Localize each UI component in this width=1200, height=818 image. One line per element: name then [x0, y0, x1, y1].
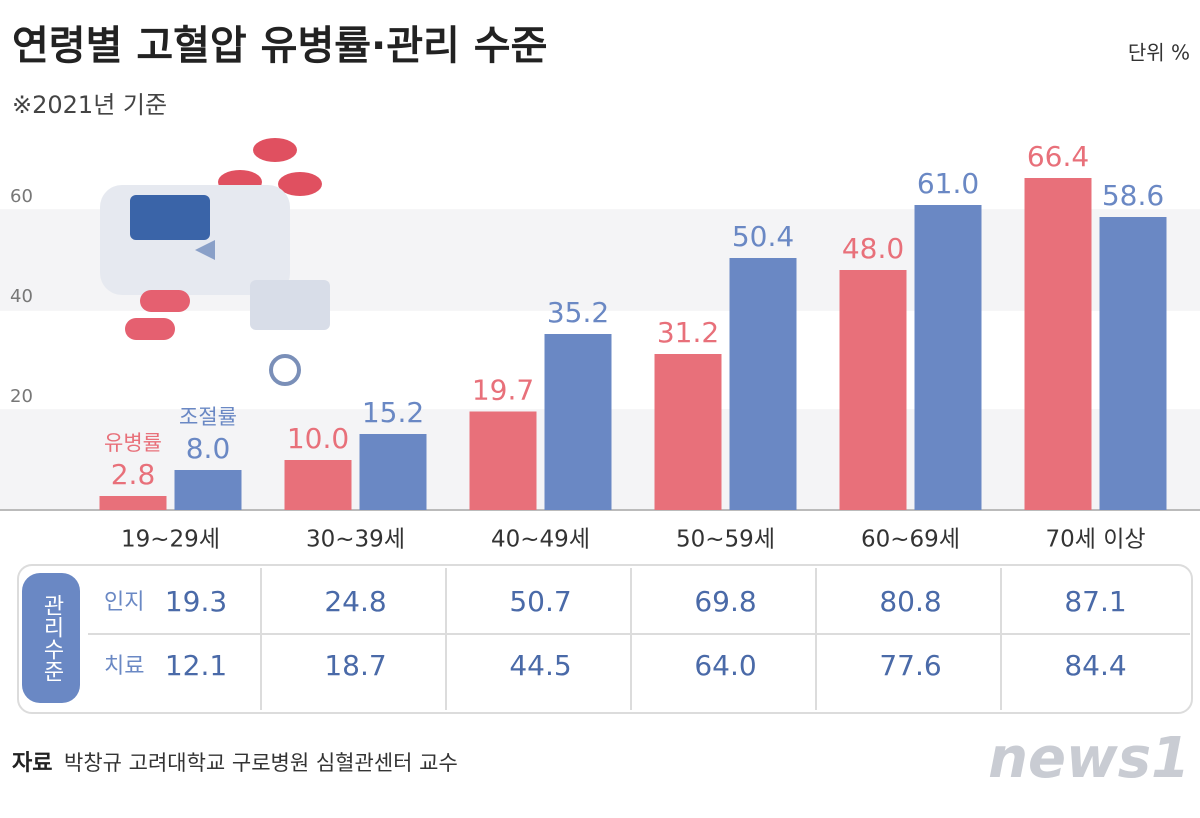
- series-name: 유병률: [104, 431, 162, 455]
- x-tick-label: 70세 이상: [1045, 527, 1145, 553]
- bar: [654, 354, 722, 510]
- bar: [1099, 217, 1167, 510]
- bar: [174, 470, 242, 510]
- bar: [544, 334, 612, 510]
- value-label: 48.0: [842, 232, 904, 265]
- value-label: 19.7: [472, 374, 534, 407]
- x-tick-label: 50~59세: [676, 527, 775, 553]
- table-cell: 44.5: [509, 649, 571, 682]
- bar: [729, 258, 797, 510]
- table-cell: 12.1: [165, 649, 227, 682]
- table-cell: 19.3: [165, 585, 227, 618]
- value-label: 2.8: [111, 458, 156, 491]
- table-cell: 69.8: [694, 585, 756, 618]
- value-label: 58.6: [1102, 179, 1164, 212]
- series-name: 조절률: [179, 405, 237, 429]
- x-tick-label: 19~29세: [121, 527, 220, 553]
- source-text: 박창규 고려대학교 구로병원 심혈관센터 교수: [64, 751, 458, 775]
- x-tick-label: 60~69세: [861, 527, 960, 553]
- value-label: 35.2: [547, 296, 609, 329]
- value-label: 50.4: [732, 220, 794, 253]
- source-label: 자료: [12, 751, 52, 776]
- subtitle: ※2021년 기준: [12, 91, 167, 119]
- value-label: 8.0: [186, 432, 231, 465]
- chart-title: 연령별 고혈압 유병률·관리 수준: [12, 23, 547, 69]
- bar: [284, 460, 352, 510]
- bar: [359, 434, 427, 510]
- value-label: 15.2: [362, 396, 424, 429]
- bar: [99, 496, 167, 510]
- bar: [839, 270, 907, 510]
- table-cell: 24.8: [324, 585, 386, 618]
- bar: [1024, 178, 1092, 510]
- x-tick-label: 30~39세: [306, 527, 405, 553]
- table-row-label: 치료: [104, 654, 144, 679]
- table-cell: 50.7: [509, 585, 571, 618]
- table-cell: 87.1: [1064, 585, 1126, 618]
- bar: [914, 205, 982, 510]
- value-label: 61.0: [917, 167, 979, 200]
- y-tick-label: 20: [10, 386, 33, 407]
- value-label: 66.4: [1027, 140, 1089, 173]
- table-cell: 64.0: [694, 649, 756, 682]
- x-tick-label: 40~49세: [491, 527, 590, 553]
- y-tick-label: 60: [10, 186, 33, 207]
- table-cell: 84.4: [1064, 649, 1126, 682]
- table-row-label: 인지: [104, 590, 144, 615]
- logo: news1: [988, 726, 1190, 791]
- illustration: [100, 138, 330, 386]
- y-tick-label: 40: [10, 286, 33, 307]
- value-label: 31.2: [657, 316, 719, 349]
- table-frame: [17, 564, 1193, 714]
- bar: [469, 411, 537, 510]
- table-cell: 18.7: [324, 649, 386, 682]
- value-label: 10.0: [287, 422, 349, 455]
- table-cell: 80.8: [879, 585, 941, 618]
- unit-label: 단위 %: [1128, 41, 1190, 65]
- table-label-pill: [22, 573, 80, 703]
- table-label: 관리수준: [39, 594, 64, 682]
- table-cell: 77.6: [879, 649, 941, 682]
